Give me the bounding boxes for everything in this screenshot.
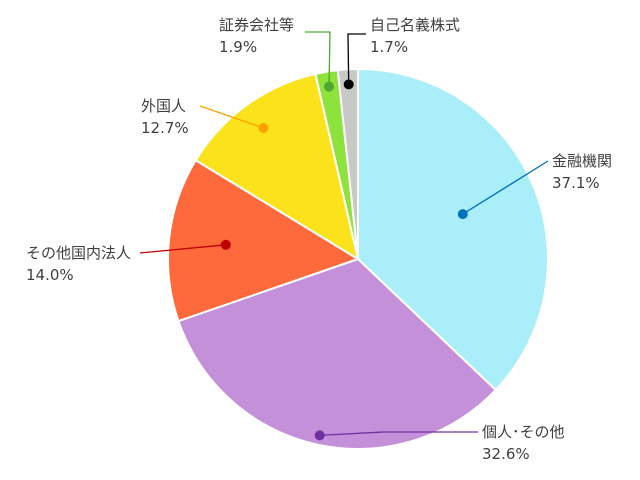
leader-dot-other-domestic-corporations [220,239,231,250]
leader-line-other-domestic-corporations [139,244,226,254]
slice-value-other-domestic-corporations: 14.0% [26,266,74,284]
leader-line-individuals-other [319,431,478,437]
leader-line-securities-companies [305,31,331,87]
slice-value-treasury-stock: 1.7% [370,38,408,56]
slice-value-securities-companies: 1.9% [219,38,257,56]
leader-dot-individuals-other [314,430,325,441]
pie-slice-financial-institutions [357,67,549,392]
slice-label-financial-institutions: 金融機関 [552,152,612,170]
leader-line-treasury-stock [347,33,366,85]
slice-label-treasury-stock: 自己名義株式 [370,16,460,34]
leader-dot-financial-institutions [457,209,468,220]
leader-line-financial-institutions [462,160,549,215]
slice-label-other-domestic-corporations: その他国内法人 [26,244,131,262]
pie-slice-other-domestic-corporations [167,158,361,323]
slice-label-foreigners: 外国人 [141,97,186,115]
slice-label-securities-companies: 証券会社等 [219,16,294,34]
leader-dot-securities-companies [324,81,334,92]
pie-slices [167,67,549,450]
pie-slice-foreigners [194,72,360,262]
leader-dot-foreigners [258,123,269,133]
pie-slice-individuals-other [177,257,498,450]
leader-line-foreigners [199,105,264,129]
leader-dot-treasury-stock [343,79,354,90]
slice-label-individuals-other: 個人･その他 [482,423,565,441]
data-labels: 金融機関 37.1% 個人･その他 32.6% その他国内法人 14.0% 外国人 12.7%… [26,16,612,463]
slice-value-individuals-other: 32.6% [482,445,530,463]
slice-value-foreigners: 12.7% [141,119,189,137]
leader-lines [139,31,549,441]
slice-value-financial-institutions: 37.1% [552,174,600,192]
